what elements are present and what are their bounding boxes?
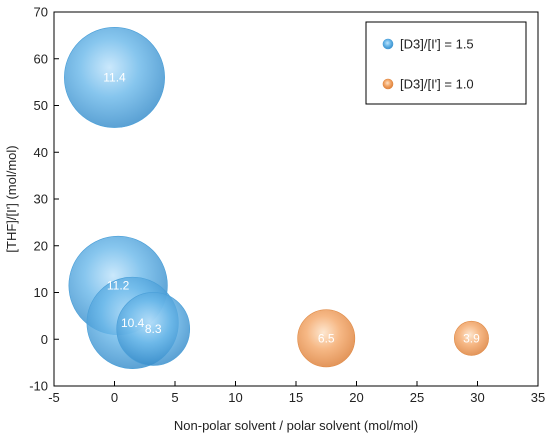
x-tick-label: 30	[470, 390, 484, 405]
bubbles: 11.4 11.2 10.4 8.3 6.5 3.9	[64, 26, 489, 369]
bubble-label: 10.4	[121, 316, 145, 330]
bubble-label: 3.9	[463, 331, 480, 345]
legend-marker	[382, 38, 394, 50]
y-tick-label: 50	[34, 98, 48, 113]
bubble	[64, 26, 165, 128]
y-tick-label: 40	[34, 145, 48, 160]
bubble-label: 8.3	[145, 322, 162, 336]
y-axis-title: [THF]/[I'] (mol/mol)	[4, 145, 19, 252]
x-axis: -5 0 5 10 15 20 25 30 35	[48, 381, 545, 405]
legend-box	[365, 21, 527, 105]
y-tick-label: 30	[34, 192, 48, 207]
y-tick-label: 70	[34, 5, 48, 20]
bubble	[453, 320, 489, 356]
x-tick-label: 5	[171, 390, 178, 405]
x-tick-label: 25	[410, 390, 424, 405]
x-tick-label: 10	[228, 390, 242, 405]
y-tick-label: 60	[34, 51, 48, 66]
x-tick-label: 20	[349, 390, 363, 405]
y-tick-label: 0	[41, 332, 48, 347]
y-tick-label: -10	[29, 379, 48, 394]
y-tick-label: 20	[34, 238, 48, 253]
x-tick-label: 35	[531, 390, 545, 405]
legend-label: [D3]/[I'] = 1.0	[400, 77, 474, 92]
x-tick-label: 15	[289, 390, 303, 405]
legend-marker	[382, 78, 394, 90]
bubble-label: 11.2	[107, 278, 130, 292]
y-axis: -10 0 10 20 30 40 50 60 70	[29, 5, 59, 394]
bubble	[297, 309, 356, 368]
legend-label: [D3]/[I'] = 1.5	[400, 37, 474, 52]
bubble	[116, 292, 191, 366]
x-axis-title: Non-polar solvent / polar solvent (mol/m…	[174, 418, 418, 433]
bubble-label: 6.5	[318, 331, 335, 345]
y-tick-label: 10	[34, 285, 48, 300]
x-tick-label: 0	[111, 390, 118, 405]
x-tick-label: -5	[48, 390, 60, 405]
legend: [D3]/[I'] = 1.5 [D3]/[I'] = 1.0	[365, 21, 527, 105]
bubble-label: 11.4	[103, 70, 126, 84]
